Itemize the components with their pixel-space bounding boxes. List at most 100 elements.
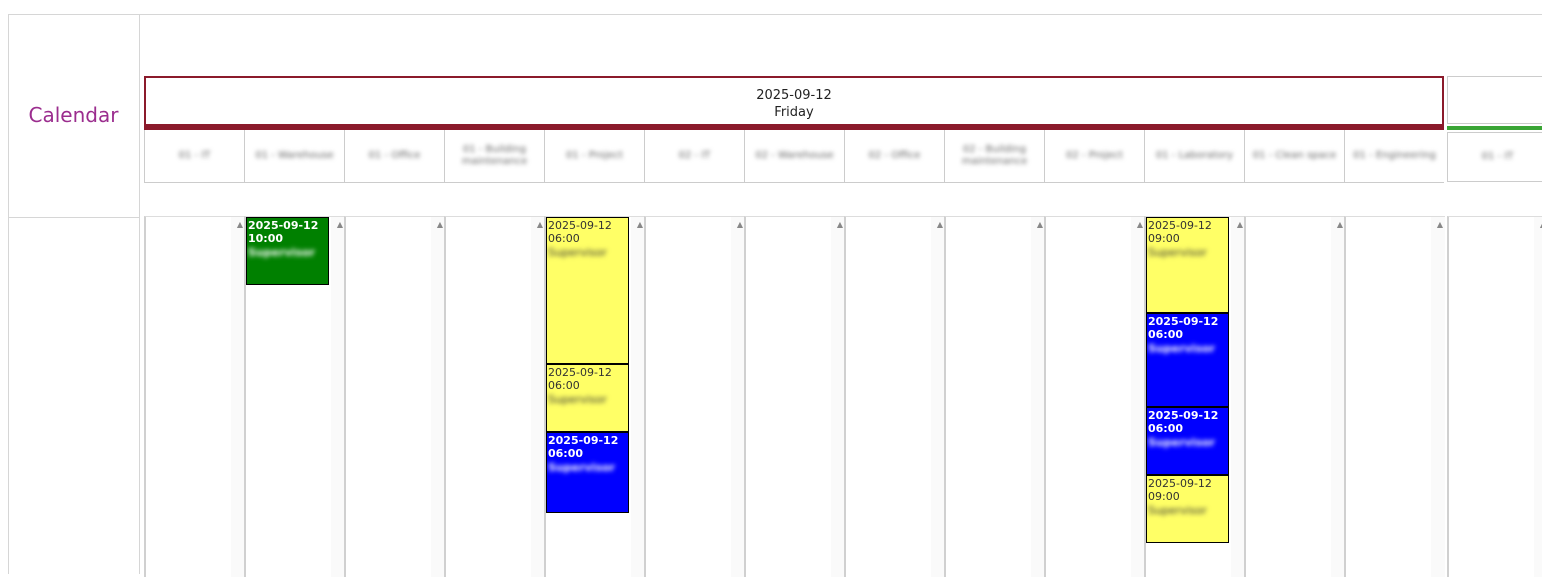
event-time: 10:00 bbox=[248, 232, 284, 245]
column-header-label: 01 - Office bbox=[368, 150, 421, 161]
event-detail: Supervisor bbox=[548, 246, 607, 259]
day-accent-bar bbox=[144, 126, 1444, 130]
column-header[interactable]: 01 - Project bbox=[544, 130, 644, 183]
column-header[interactable]: 01 - Building maintenance bbox=[444, 130, 544, 183]
resource-label-column bbox=[8, 14, 140, 574]
resource-column[interactable]: ▲ bbox=[1344, 216, 1445, 577]
triangle-up-icon[interactable]: ▲ bbox=[1336, 220, 1343, 229]
resource-column[interactable]: ▲ bbox=[744, 216, 845, 577]
column-scrollbar[interactable] bbox=[1534, 217, 1542, 577]
triangle-up-icon[interactable]: ▲ bbox=[736, 220, 743, 229]
triangle-up-icon[interactable]: ▲ bbox=[536, 220, 543, 229]
column-header-label: 02 - Warehouse bbox=[755, 150, 834, 161]
column-header-label: 01 - Project bbox=[566, 150, 623, 161]
column-scrollbar[interactable] bbox=[431, 217, 445, 577]
column-header[interactable]: 01 - Engineering bbox=[1344, 130, 1444, 183]
event-detail: Supervisor bbox=[1148, 436, 1215, 449]
column-scrollbar[interactable] bbox=[231, 217, 245, 577]
event-date: 2025-09-12 bbox=[1148, 477, 1212, 490]
column-scrollbar[interactable] bbox=[531, 217, 545, 577]
event-date: 2025-09-12 bbox=[248, 219, 319, 232]
column-header[interactable]: 01 - Clean space bbox=[1244, 130, 1344, 183]
event-time: 06:00 bbox=[548, 379, 580, 392]
column-header-label: 01 - IT bbox=[178, 150, 211, 161]
resource-column[interactable]: ▲ bbox=[1044, 216, 1145, 577]
resource-column[interactable]: ▲ bbox=[344, 216, 445, 577]
event-time: 06:00 bbox=[548, 447, 584, 460]
triangle-up-icon[interactable]: ▲ bbox=[336, 220, 343, 229]
column-header-label: 02 - IT bbox=[678, 150, 711, 161]
resource-column[interactable]: ▲ 2025-09-12 06:00 Supervisor 2025-09-12 06:0… bbox=[544, 216, 645, 577]
column-header[interactable]: 02 - IT bbox=[644, 130, 744, 183]
calendar-event[interactable]: 2025-09-12 09:00 Supervisor bbox=[1146, 217, 1229, 313]
day-header[interactable]: 2025-09-12 Friday bbox=[144, 76, 1444, 126]
triangle-up-icon[interactable]: ▲ bbox=[1236, 220, 1243, 229]
event-time: 06:00 bbox=[1148, 328, 1184, 341]
event-detail: Supervisor bbox=[1148, 342, 1215, 355]
column-header[interactable]: 01 - Office bbox=[344, 130, 444, 183]
triangle-up-icon[interactable]: ▲ bbox=[1436, 220, 1443, 229]
resource-column[interactable]: ▲ bbox=[1244, 216, 1345, 577]
column-scrollbar[interactable] bbox=[731, 217, 745, 577]
event-date: 2025-09-12 bbox=[548, 219, 612, 232]
next-day-accent-bar bbox=[1447, 126, 1542, 130]
event-date: 2025-09-12 bbox=[1148, 315, 1219, 328]
triangle-up-icon[interactable]: ▲ bbox=[236, 220, 243, 229]
column-scrollbar[interactable] bbox=[831, 217, 845, 577]
resource-column[interactable]: ▲ 2025-09-12 10:00 Supervisor bbox=[244, 216, 345, 577]
column-scrollbar[interactable] bbox=[1331, 217, 1345, 577]
triangle-up-icon[interactable]: ▲ bbox=[1540, 220, 1542, 229]
triangle-up-icon[interactable]: ▲ bbox=[836, 220, 843, 229]
calendar-event[interactable]: 2025-09-12 10:00 Supervisor bbox=[246, 217, 329, 285]
triangle-up-icon[interactable]: ▲ bbox=[636, 220, 643, 229]
event-detail: Supervisor bbox=[248, 246, 315, 259]
column-header[interactable]: 02 - Office bbox=[844, 130, 944, 183]
column-header-label: 01 - Laboratory bbox=[1155, 150, 1234, 161]
event-detail: Supervisor bbox=[1148, 246, 1207, 259]
event-date: 2025-09-12 bbox=[548, 366, 612, 379]
column-header-label: 01 - Building maintenance bbox=[461, 144, 528, 167]
calendar-event[interactable]: 2025-09-12 06:00 Supervisor bbox=[1146, 313, 1229, 407]
column-header-label: 02 - Project bbox=[1066, 150, 1123, 161]
triangle-up-icon[interactable]: ▲ bbox=[1136, 220, 1143, 229]
column-scrollbar[interactable] bbox=[1431, 217, 1445, 577]
column-scrollbar[interactable] bbox=[1231, 217, 1245, 577]
triangle-up-icon[interactable]: ▲ bbox=[936, 220, 943, 229]
event-detail: Supervisor bbox=[548, 393, 607, 406]
resource-column[interactable]: ▲ 2025-09-12 09:00 Supervisor 2025-09-12 06:0… bbox=[1144, 216, 1245, 577]
column-header[interactable]: 01 - IT bbox=[144, 130, 244, 183]
triangle-up-icon[interactable]: ▲ bbox=[436, 220, 443, 229]
column-header[interactable]: 02 - Project bbox=[1044, 130, 1144, 183]
column-scrollbar[interactable] bbox=[1031, 217, 1045, 577]
resource-column[interactable]: ▲ bbox=[444, 216, 545, 577]
column-scrollbar[interactable] bbox=[331, 217, 345, 577]
calendar-event[interactable]: 2025-09-12 06:00 Supervisor bbox=[546, 364, 629, 432]
event-date: 2025-09-12 bbox=[1148, 219, 1212, 232]
calendar-event[interactable]: 2025-09-12 06:00 Supervisor bbox=[546, 217, 629, 364]
column-scrollbar[interactable] bbox=[631, 217, 645, 577]
calendar-event[interactable]: 2025-09-12 06:00 Supervisor bbox=[1146, 407, 1229, 475]
column-header[interactable]: 02 - Warehouse bbox=[744, 130, 844, 183]
column-scrollbar[interactable] bbox=[931, 217, 945, 577]
column-header-label: 01 - Warehouse bbox=[255, 150, 334, 161]
column-header-label: 02 - Office bbox=[868, 150, 921, 161]
next-day-header[interactable] bbox=[1447, 76, 1542, 124]
left-divider bbox=[8, 217, 140, 218]
column-header-label: 01 - IT bbox=[1481, 151, 1514, 162]
column-header[interactable]: 02 - Building maintenance bbox=[944, 130, 1044, 183]
calendar-event[interactable]: 2025-09-12 06:00 Supervisor bbox=[546, 432, 629, 513]
column-header[interactable]: 01 - Laboratory bbox=[1144, 130, 1244, 183]
event-date: 2025-09-12 bbox=[548, 434, 619, 447]
column-header[interactable]: 01 - IT bbox=[1447, 132, 1542, 182]
resource-column[interactable]: ▲ bbox=[944, 216, 1045, 577]
column-header[interactable]: 01 - Warehouse bbox=[244, 130, 344, 183]
top-divider bbox=[8, 14, 1542, 15]
triangle-up-icon[interactable]: ▲ bbox=[1036, 220, 1043, 229]
column-scrollbar[interactable] bbox=[1131, 217, 1145, 577]
resource-column[interactable]: ▲ bbox=[844, 216, 945, 577]
resource-column[interactable]: ▲ bbox=[644, 216, 745, 577]
column-header-label: 01 - Clean space bbox=[1252, 150, 1337, 161]
resource-column[interactable]: ▲ bbox=[144, 216, 245, 577]
resource-column[interactable]: ▲ bbox=[1447, 216, 1542, 577]
calendar-event[interactable]: 2025-09-12 09:00 Supervisor bbox=[1146, 475, 1229, 543]
